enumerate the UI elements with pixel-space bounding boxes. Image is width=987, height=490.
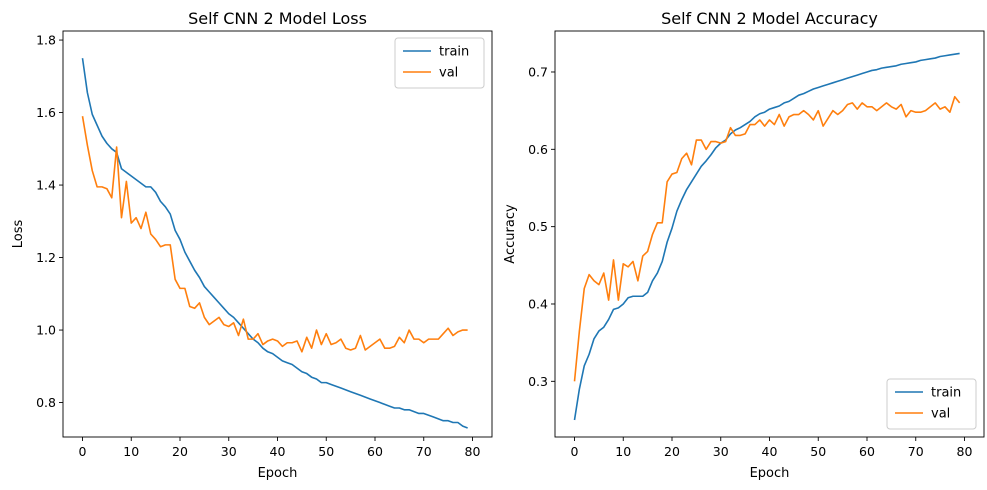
series-line-train [573,52,960,421]
series-line-train [81,58,468,429]
y-tick-label: 0.4 [528,296,548,311]
chart-panel-loss: Self CNN 2 Model Loss 0 10 20 30 40 50 60 70 80 0.… [11,9,493,481]
x-axis-label: Epoch [258,466,298,481]
x-tick-label: 50 [318,444,334,459]
x-tick-label: 30 [713,444,729,459]
x-tick-label: 0 [79,444,87,459]
series-line-val [81,116,468,353]
legend: train val [886,378,977,430]
x-tick-label: 80 [957,444,973,459]
x-tick-label: 30 [221,444,237,459]
x-tick-label: 70 [908,444,924,459]
x-tick-label: 70 [416,444,432,459]
y-tick-label: 0.5 [528,219,548,234]
legend-label-val: val [439,66,458,81]
x-tick-label: 40 [270,444,286,459]
y-axis-label: Loss [11,220,26,249]
x-tick-label: 10 [615,444,631,459]
chart-panel-accuracy: Self CNN 2 Model Accuracy 0 10 20 30 40 50 60 70… [503,9,985,481]
x-tick-label: 0 [571,444,579,459]
legend: train val [394,37,485,89]
legend-label-val: val [931,407,950,422]
x-tick-label: 40 [762,444,778,459]
y-tick-label: 0.7 [528,64,548,79]
y-tick-label: 1.2 [36,250,56,265]
chart-title: Self CNN 2 Model Accuracy [661,9,878,28]
series-line-val [573,95,961,382]
y-tick-label: 0.6 [528,142,548,157]
y-tick-label: 1.6 [36,105,56,120]
y-tick-label: 1.4 [36,178,56,193]
legend-label-train: train [931,386,961,401]
x-tick-label: 10 [123,444,139,459]
y-tick-label: 1.0 [36,323,56,338]
x-axis-label: Epoch [750,466,790,481]
y-tick-label: 0.8 [36,395,56,410]
plot-frame [62,30,493,438]
x-tick-label: 60 [367,444,383,459]
plot-frame [554,30,985,438]
legend-label-train: train [439,45,469,60]
chart-title: Self CNN 2 Model Loss [188,9,367,28]
x-tick-label: 20 [664,444,680,459]
y-axis-label: Accuracy [503,204,518,264]
y-tick-label: 1.8 [36,33,56,48]
x-tick-label: 20 [172,444,188,459]
y-tick-label: 0.3 [528,374,548,389]
x-tick-label: 50 [810,444,826,459]
x-tick-label: 80 [465,444,481,459]
x-tick-label: 60 [859,444,875,459]
